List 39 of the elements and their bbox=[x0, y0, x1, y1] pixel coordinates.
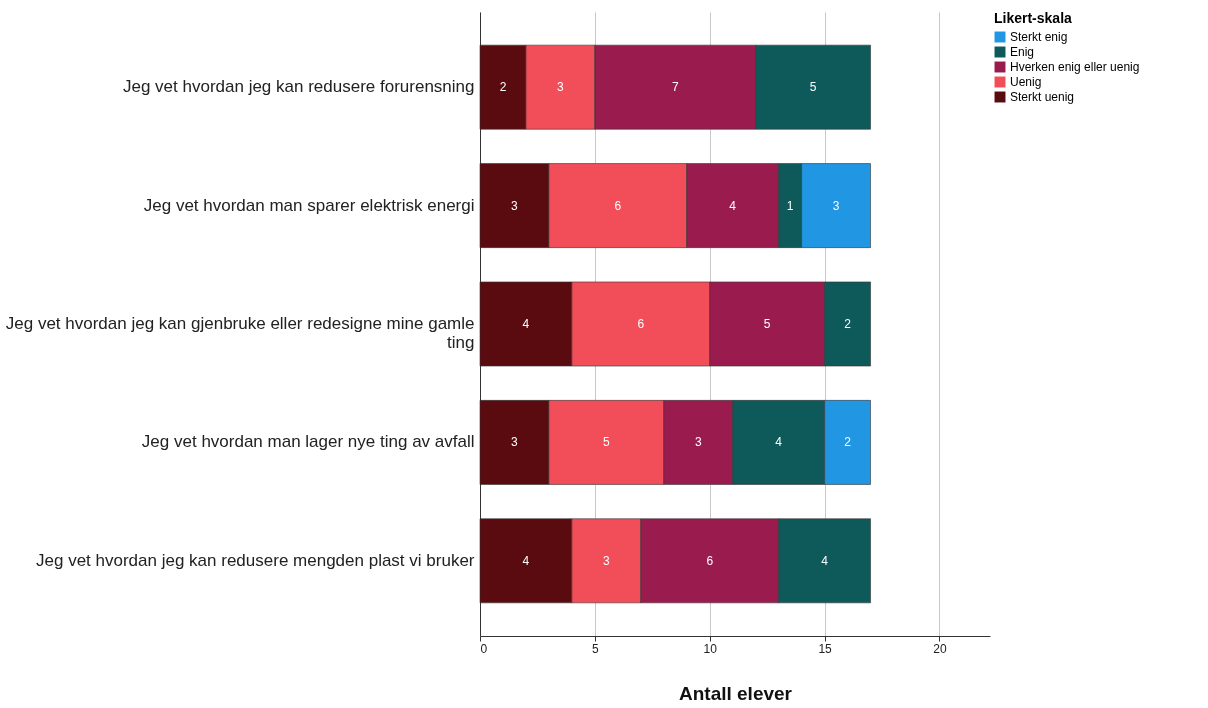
x-axis-title: Antall elever bbox=[679, 682, 793, 704]
data-label: 3 bbox=[511, 435, 519, 450]
y-tick-label: Jeg vet hvordan jeg kan redusere forurensning bbox=[122, 77, 475, 97]
data-label: 5 bbox=[809, 80, 817, 95]
data-label: 6 bbox=[614, 198, 622, 213]
data-label: 3 bbox=[832, 198, 840, 213]
data-label: 4 bbox=[775, 435, 783, 450]
legend-label: Hverken enig eller uenig bbox=[1010, 60, 1140, 74]
y-tick-label: Jeg vet hvordan man lager nye ting av avfall bbox=[141, 432, 475, 452]
x-tick-label: 20 bbox=[933, 641, 947, 656]
x-tick-label: 5 bbox=[592, 641, 600, 656]
data-label: 3 bbox=[694, 435, 702, 450]
y-tick-label: Jeg vet hvordan jeg kan redusere mengden plast vi bruker bbox=[36, 550, 475, 570]
data-label: 4 bbox=[522, 553, 530, 568]
y-tick-label: Jeg vet hvordan man sparer elektrisk energi bbox=[143, 195, 475, 215]
data-label: 4 bbox=[821, 553, 829, 568]
data-label: 2 bbox=[844, 435, 852, 450]
data-label: 5 bbox=[763, 317, 771, 331]
data-label: 3 bbox=[557, 80, 565, 95]
data-label: 3 bbox=[603, 553, 611, 568]
data-label: 7 bbox=[671, 80, 679, 95]
data-label: 4 bbox=[522, 317, 530, 331]
data-label: 6 bbox=[637, 317, 645, 331]
legend-label: Uenig bbox=[1010, 75, 1042, 89]
legend-label: Sterkt uenig bbox=[1010, 90, 1075, 104]
legend-label: Sterkt enig bbox=[1010, 30, 1068, 44]
legend-label: Enig bbox=[1010, 45, 1035, 59]
data-label: 2 bbox=[844, 317, 852, 331]
data-label: 2 bbox=[499, 80, 507, 95]
x-tick-label: 0 bbox=[480, 641, 488, 656]
data-label: 3 bbox=[511, 198, 519, 213]
x-tick-label: 10 bbox=[703, 641, 718, 656]
y-tick-label: Jeg vet hvordan jeg kan gjenbruke eller redesigne mine gamle ting bbox=[5, 314, 475, 352]
data-label: 1 bbox=[786, 198, 794, 213]
data-label: 6 bbox=[706, 553, 714, 568]
x-tick-label: 15 bbox=[818, 641, 833, 656]
legend-title: Likert-skala bbox=[994, 10, 1073, 26]
data-label: 5 bbox=[603, 435, 611, 450]
data-label: 4 bbox=[729, 198, 737, 213]
